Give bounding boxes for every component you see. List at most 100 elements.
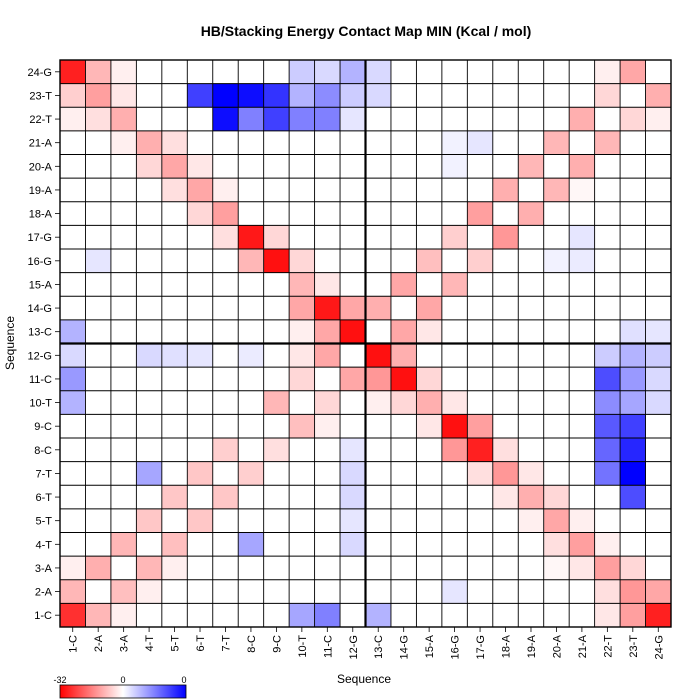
- heatmap-cell: [340, 107, 366, 131]
- x-axis-ticks: 1-C 2-A 3-A 4-T 5-T 6-T 7-T 8-C 9-C 10-T 11-C 12-G 1…: [68, 627, 665, 659]
- heatmap-cell: [187, 461, 213, 486]
- heatmap-cell: [645, 367, 671, 391]
- heatmap-cell: [238, 107, 264, 131]
- heatmap-cell: [238, 83, 264, 108]
- heatmap-cell: [416, 367, 442, 391]
- heatmap-cell: [390, 319, 417, 344]
- x-tick-label: 8-C: [246, 635, 258, 653]
- x-tick-label: 6-T: [195, 635, 207, 652]
- heatmap-cell: [390, 367, 417, 391]
- heatmap-cell: [416, 319, 442, 344]
- y-tick-label: 19-A: [29, 185, 53, 197]
- heatmap-cell: [187, 178, 213, 202]
- heatmap-cell: [110, 107, 137, 131]
- heatmap-cell: [340, 508, 366, 533]
- heatmap-cell: [60, 343, 86, 368]
- x-tick-label: 15-A: [424, 634, 436, 658]
- heatmap-cell: [518, 508, 544, 533]
- heatmap-cell: [289, 272, 315, 297]
- heatmap-cell: [390, 272, 417, 297]
- heatmap-cell: [492, 178, 519, 202]
- heatmap-cell: [136, 343, 162, 368]
- heatmap-cell: [594, 414, 621, 438]
- heatmap-cell: [85, 107, 111, 131]
- heatmap-cell: [340, 83, 366, 108]
- heatmap-cell: [620, 461, 646, 486]
- x-tick-label: 23-T: [628, 635, 640, 658]
- heatmap-cell: [60, 83, 86, 108]
- heatmap-cell: [543, 249, 570, 273]
- heatmap-cell: [594, 461, 621, 486]
- heatmap-cell: [620, 343, 646, 368]
- heatmap-cell: [620, 438, 646, 462]
- heatmap-cell: [187, 508, 213, 533]
- heatmap-cell: [136, 579, 162, 604]
- heatmap-cell: [60, 390, 86, 415]
- heatmap-cell: [60, 603, 86, 627]
- heatmap-cell: [594, 579, 621, 604]
- heatmap-cell: [314, 414, 341, 438]
- heatmap-cell: [441, 272, 468, 297]
- x-tick-label: 18-A: [501, 634, 513, 658]
- y-axis-ticks: 1-C 2-A 3-A 4-T 5-T 6-T 7-T 8-C 9-C 10-T 11-C 12-G 1…: [28, 67, 60, 622]
- x-tick-label: 20-A: [551, 634, 563, 658]
- y-tick-label: 21-A: [29, 138, 53, 150]
- heatmap-cell: [518, 461, 544, 486]
- heatmap-cell: [569, 107, 595, 131]
- heatmap-cell: [187, 343, 213, 368]
- heatmap-cell: [161, 485, 188, 509]
- x-tick-label: 16-G: [450, 635, 462, 659]
- heatmap-cell: [467, 414, 493, 438]
- y-tick-label: 14-G: [28, 303, 52, 315]
- heatmap-cell: [289, 343, 315, 368]
- heatmap-cell: [594, 60, 621, 84]
- heatmap-cell: [238, 461, 264, 486]
- heatmap-cell: [110, 130, 137, 155]
- heatmap-cells: [60, 60, 671, 627]
- heatmap-cell: [569, 556, 595, 580]
- heatmap-cell: [289, 83, 315, 108]
- x-tick-label: 14-G: [399, 635, 411, 659]
- heatmap-cell: [340, 461, 366, 486]
- heatmap-cell: [85, 603, 111, 627]
- color-scale-legend: -32 0 0: [53, 675, 187, 699]
- heatmap-cell: [263, 438, 290, 462]
- heatmap-cell: [289, 414, 315, 438]
- y-tick-label: 6-T: [36, 492, 53, 504]
- y-tick-label: 9-C: [34, 421, 52, 433]
- heatmap-cell: [85, 83, 111, 108]
- heatmap-cell: [594, 603, 621, 627]
- x-tick-label: 9-C: [271, 635, 283, 653]
- heatmap-cell: [110, 579, 137, 604]
- heatmap-cell: [594, 130, 621, 155]
- heatmap-cell: [60, 556, 86, 580]
- heatmap-cell: [340, 60, 366, 84]
- x-tick-label: 12-G: [348, 635, 360, 659]
- heatmap-cell: [365, 83, 391, 108]
- x-tick-label: 13-C: [373, 635, 385, 659]
- heatmap-cell: [289, 296, 315, 320]
- heatmap-cell: [645, 107, 671, 131]
- heatmap-cell: [365, 390, 391, 415]
- heatmap-cell: [161, 154, 188, 179]
- heatmap-cell: [518, 485, 544, 509]
- heatmap-cell: [645, 579, 671, 604]
- heatmap-cell: [416, 296, 442, 320]
- heatmap-cell: [518, 154, 544, 179]
- heatmap-cell: [60, 319, 86, 344]
- heatmap-cell: [340, 319, 366, 344]
- plot-frame: [59, 59, 672, 628]
- heatmap-cell: [467, 438, 493, 462]
- heatmap-cell: [645, 319, 671, 344]
- heatmap-cell: [620, 60, 646, 84]
- heatmap-cell: [314, 390, 341, 415]
- heatmap-cell: [365, 343, 391, 368]
- y-tick-label: 8-C: [34, 445, 52, 457]
- heatmap-cell: [492, 485, 519, 509]
- color-scale-bar: [59, 684, 187, 699]
- heatmap-cell: [492, 225, 519, 249]
- x-tick-label: 21-A: [577, 634, 589, 658]
- y-tick-label: 13-C: [28, 327, 52, 339]
- heatmap-cell: [263, 107, 290, 131]
